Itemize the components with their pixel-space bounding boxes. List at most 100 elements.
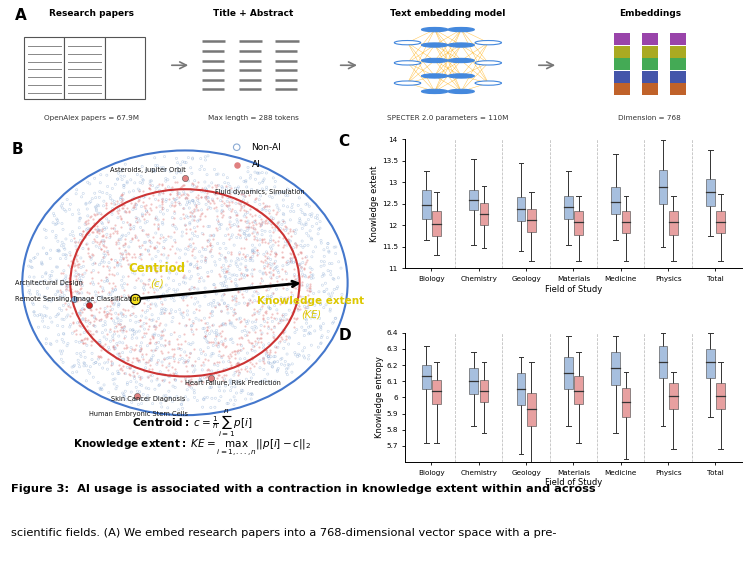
Point	[181, 385, 193, 394]
Point	[65, 236, 77, 245]
Bar	[717, 383, 725, 409]
Point	[97, 321, 109, 330]
Point	[237, 189, 249, 198]
Point	[113, 243, 125, 252]
Point	[41, 284, 53, 293]
Point	[277, 315, 289, 324]
Point	[221, 266, 233, 275]
Point	[243, 223, 255, 233]
Point	[178, 187, 189, 196]
Point	[78, 305, 90, 314]
Point	[219, 272, 231, 281]
Point	[233, 314, 245, 324]
Point	[283, 316, 295, 325]
Point	[97, 342, 109, 351]
Point	[129, 178, 141, 188]
Point	[201, 336, 213, 346]
Point	[141, 395, 153, 405]
Point	[279, 237, 291, 247]
Point	[269, 376, 281, 386]
Point	[90, 358, 102, 367]
Point	[207, 337, 219, 346]
Point	[204, 238, 216, 247]
Point	[88, 224, 100, 233]
Point	[199, 152, 211, 162]
Point	[56, 219, 68, 228]
Point	[142, 262, 154, 271]
Point	[164, 372, 176, 381]
Point	[273, 206, 285, 215]
Point	[104, 191, 116, 200]
Point	[85, 273, 97, 283]
Point	[135, 255, 147, 264]
Point	[234, 248, 246, 258]
Point	[40, 312, 52, 321]
Point	[215, 189, 227, 199]
Point	[78, 328, 90, 337]
Point	[303, 286, 315, 295]
Point	[118, 355, 130, 364]
Point	[297, 346, 309, 356]
Point	[142, 193, 154, 203]
Point	[94, 385, 106, 394]
Point	[215, 209, 227, 218]
Point	[162, 231, 174, 240]
Point	[73, 316, 85, 325]
Point	[182, 212, 194, 222]
Point	[184, 376, 195, 385]
Point	[107, 223, 119, 233]
Point	[138, 299, 150, 308]
Point	[186, 283, 198, 292]
Point	[264, 242, 276, 251]
Point	[109, 329, 121, 339]
Point	[125, 237, 137, 246]
Point	[46, 267, 58, 276]
Point	[145, 206, 157, 215]
Point	[219, 178, 231, 187]
Point	[223, 200, 235, 210]
Point	[280, 310, 292, 319]
Point	[179, 356, 191, 365]
Point	[199, 350, 211, 360]
Point	[166, 198, 178, 207]
Point	[278, 210, 290, 219]
Point	[277, 233, 289, 243]
Point	[224, 274, 236, 283]
Point	[157, 210, 169, 219]
Point	[119, 207, 131, 217]
Point	[231, 358, 243, 368]
Point	[230, 199, 242, 208]
Point	[255, 378, 267, 387]
Point	[259, 375, 271, 384]
Point	[83, 198, 95, 207]
Point	[217, 319, 229, 328]
Point	[327, 288, 339, 298]
Point	[70, 252, 82, 262]
Point	[148, 219, 160, 229]
Point	[212, 239, 224, 248]
Point	[269, 357, 281, 367]
Point	[167, 292, 179, 302]
Point	[320, 301, 332, 310]
Point	[198, 255, 210, 265]
Point	[85, 268, 97, 277]
Point	[121, 218, 133, 227]
Point	[127, 371, 139, 380]
Point	[208, 328, 220, 337]
Text: A: A	[15, 8, 26, 23]
Point	[210, 170, 222, 179]
Point	[119, 387, 131, 396]
Point	[150, 316, 162, 325]
Point	[158, 243, 170, 252]
Point	[299, 353, 311, 362]
Point	[224, 261, 236, 270]
Point	[142, 287, 154, 296]
Point	[312, 295, 324, 304]
Point	[201, 204, 213, 214]
Point	[143, 356, 155, 365]
Point	[276, 360, 288, 369]
Point	[76, 192, 88, 201]
Point	[195, 154, 207, 163]
Point	[134, 380, 146, 389]
Point	[277, 195, 289, 204]
